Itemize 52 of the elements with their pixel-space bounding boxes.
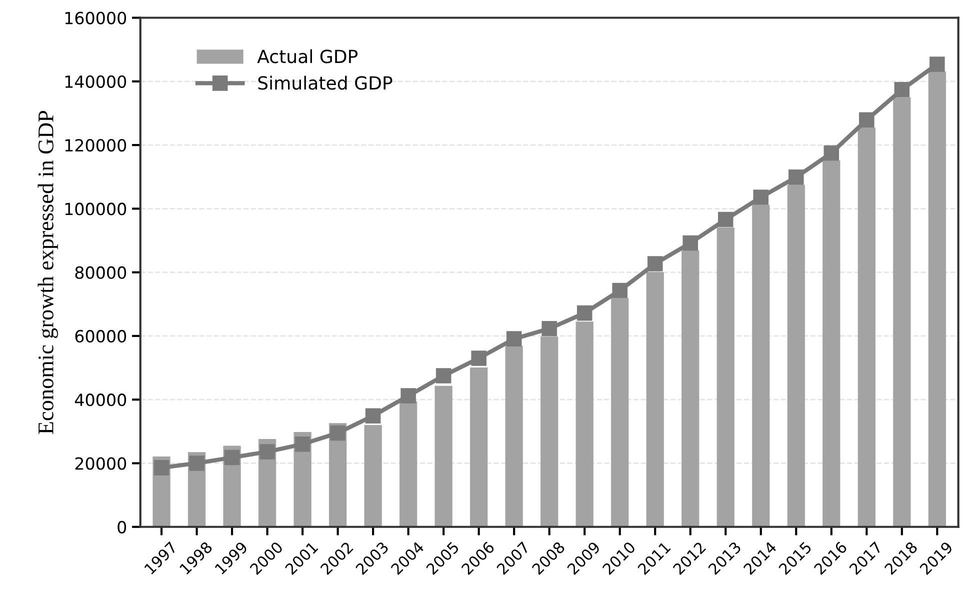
- y-tick-label: 100000: [65, 202, 126, 216]
- point: [294, 436, 310, 452]
- bar: [540, 336, 558, 527]
- point: [436, 368, 452, 384]
- bar: [716, 227, 734, 527]
- y-tick-label: 120000: [65, 139, 126, 152]
- point: [576, 305, 592, 321]
- y-tick-label: 160000: [65, 12, 126, 24]
- bar: [682, 250, 700, 527]
- bar: [364, 425, 382, 527]
- bar: [434, 386, 452, 527]
- point: [400, 388, 416, 404]
- y-tick-label: 80000: [75, 266, 126, 279]
- point: [224, 450, 240, 466]
- point: [154, 460, 170, 476]
- point: [506, 331, 522, 346]
- y-tick-label: 0: [118, 520, 126, 534]
- point: [647, 256, 663, 272]
- point: [718, 212, 734, 228]
- point: [753, 190, 769, 205]
- point: [824, 145, 840, 161]
- bar: [646, 272, 664, 527]
- point: [682, 235, 698, 251]
- bar: [505, 346, 523, 527]
- point: [859, 112, 874, 128]
- bar: [893, 97, 911, 527]
- point: [930, 56, 945, 72]
- y-tick-label: 20000: [75, 457, 126, 470]
- point: [471, 350, 486, 366]
- bar: [470, 367, 488, 527]
- y-axis-title: Economic growth expressed in GDP: [38, 110, 58, 434]
- point: [260, 444, 275, 460]
- point: [612, 282, 628, 298]
- bar: [928, 72, 946, 527]
- point: [542, 321, 557, 336]
- bar: [822, 160, 840, 527]
- bar: [611, 298, 629, 527]
- legend-label: Simulated GDP: [258, 76, 392, 90]
- point: [189, 456, 204, 471]
- legend-label: Actual GDP: [257, 49, 358, 64]
- point: [365, 408, 381, 424]
- point: [894, 82, 910, 98]
- y-tick-label: 40000: [74, 394, 126, 406]
- bar: [576, 322, 594, 527]
- bar: [787, 184, 805, 527]
- point: [330, 425, 346, 441]
- y-tick-label: 140000: [65, 75, 126, 88]
- point: [788, 170, 804, 185]
- bar: [400, 401, 418, 527]
- bar: [752, 204, 770, 527]
- y-tick-label: 60000: [75, 330, 126, 343]
- bar: [858, 128, 876, 527]
